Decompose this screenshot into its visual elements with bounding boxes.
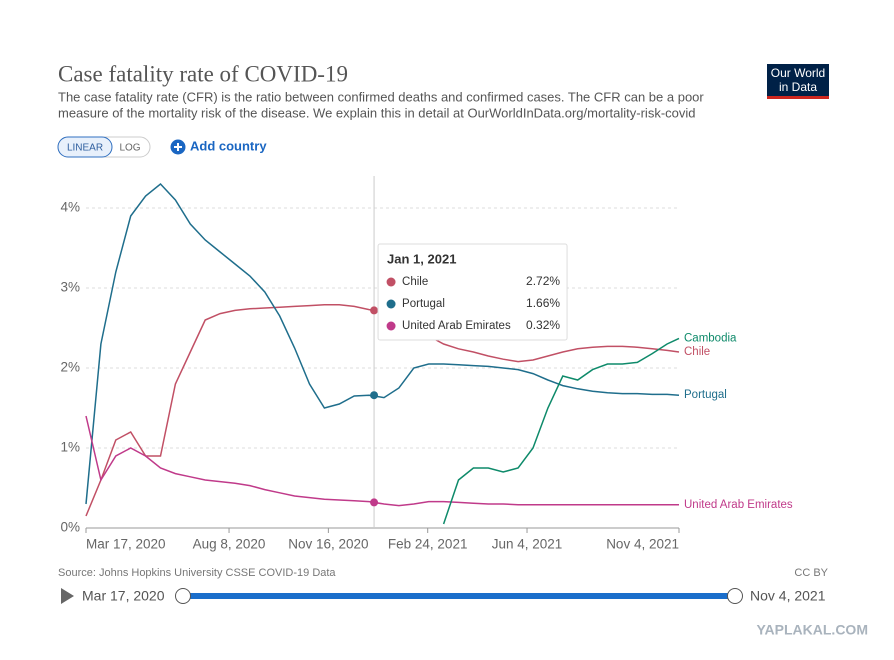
tooltip-swatch xyxy=(386,299,396,309)
series-label: United Arab Emirates xyxy=(684,499,793,511)
timeline-handle[interactable] xyxy=(727,588,743,604)
y-tick-label: 3% xyxy=(60,280,80,295)
timeline-start: Mar 17, 2020 xyxy=(82,588,165,604)
tooltip-swatch xyxy=(386,277,396,287)
y-tick-label: 0% xyxy=(60,520,80,535)
license[interactable]: CC BY xyxy=(794,567,828,579)
linear-label[interactable]: LINEAR xyxy=(67,143,103,154)
series-line xyxy=(85,182,680,505)
x-tick-label: Aug 8, 2020 xyxy=(193,537,266,552)
timeline-end: Nov 4, 2021 xyxy=(750,588,826,604)
subtitle: measure of the mortality risk of the dis… xyxy=(58,105,696,120)
x-tick-label: Mar 17, 2020 xyxy=(86,537,166,552)
series-label: Portugal xyxy=(684,389,727,401)
y-tick-label: 1% xyxy=(60,440,80,455)
x-tick-label: Feb 24, 2021 xyxy=(388,537,468,552)
source: Source: Johns Hopkins University CSSE CO… xyxy=(58,567,336,579)
add-country[interactable]: Add country xyxy=(170,138,268,155)
tooltip-title: Jan 1, 2021 xyxy=(387,251,456,266)
x-tick-label: Nov 16, 2020 xyxy=(288,537,368,552)
hover-dot xyxy=(370,306,379,315)
linear-button[interactable] xyxy=(57,136,113,158)
tooltip: Jan 1, 2021 Chile 2.72% Portugal 1.66% United… xyxy=(377,243,568,341)
hover-dot xyxy=(370,391,379,400)
series-label: Chile xyxy=(684,346,710,358)
series-line xyxy=(85,415,679,507)
add-label[interactable]: Add country xyxy=(190,138,267,153)
tooltip-value: 2.72% xyxy=(526,274,560,288)
subtitle: The case fatality rate (CFR) is the rati… xyxy=(58,89,704,104)
scale-toggle[interactable]: LINEAR LOG xyxy=(57,136,151,158)
y-tick-label: 2% xyxy=(60,360,80,375)
y-tick-label: 4% xyxy=(60,200,80,215)
x-tick-label: Jun 4, 2021 xyxy=(492,537,563,552)
tooltip-box xyxy=(377,243,568,341)
x-tick-label: Nov 4, 2021 xyxy=(606,537,679,552)
logo[interactable]: Our World in Data xyxy=(767,64,829,99)
logo-text: Our World xyxy=(771,66,825,80)
play-button[interactable] xyxy=(61,588,74,604)
chart-title: Case fatality rate of COVID-19 xyxy=(58,61,348,86)
logo-box[interactable] xyxy=(767,64,829,98)
log-label[interactable]: LOG xyxy=(119,143,140,154)
tooltip-swatch xyxy=(386,321,396,331)
tooltip-name: Chile xyxy=(402,276,428,288)
hover-dot xyxy=(370,498,379,507)
tooltip-name: United Arab Emirates xyxy=(402,320,511,332)
add-plus xyxy=(174,143,182,151)
tooltip-value: 1.66% xyxy=(526,296,560,310)
series-label: Cambodia xyxy=(684,332,737,344)
tooltip-value: 0.32% xyxy=(526,318,560,332)
timeline-handle[interactable] xyxy=(175,588,191,604)
logo-text: in Data xyxy=(779,80,817,94)
tooltip-name: Portugal xyxy=(402,298,445,310)
watermark: YAPLAKAL.COM xyxy=(757,622,869,638)
series-line xyxy=(442,337,680,525)
logo-bar xyxy=(767,96,829,99)
